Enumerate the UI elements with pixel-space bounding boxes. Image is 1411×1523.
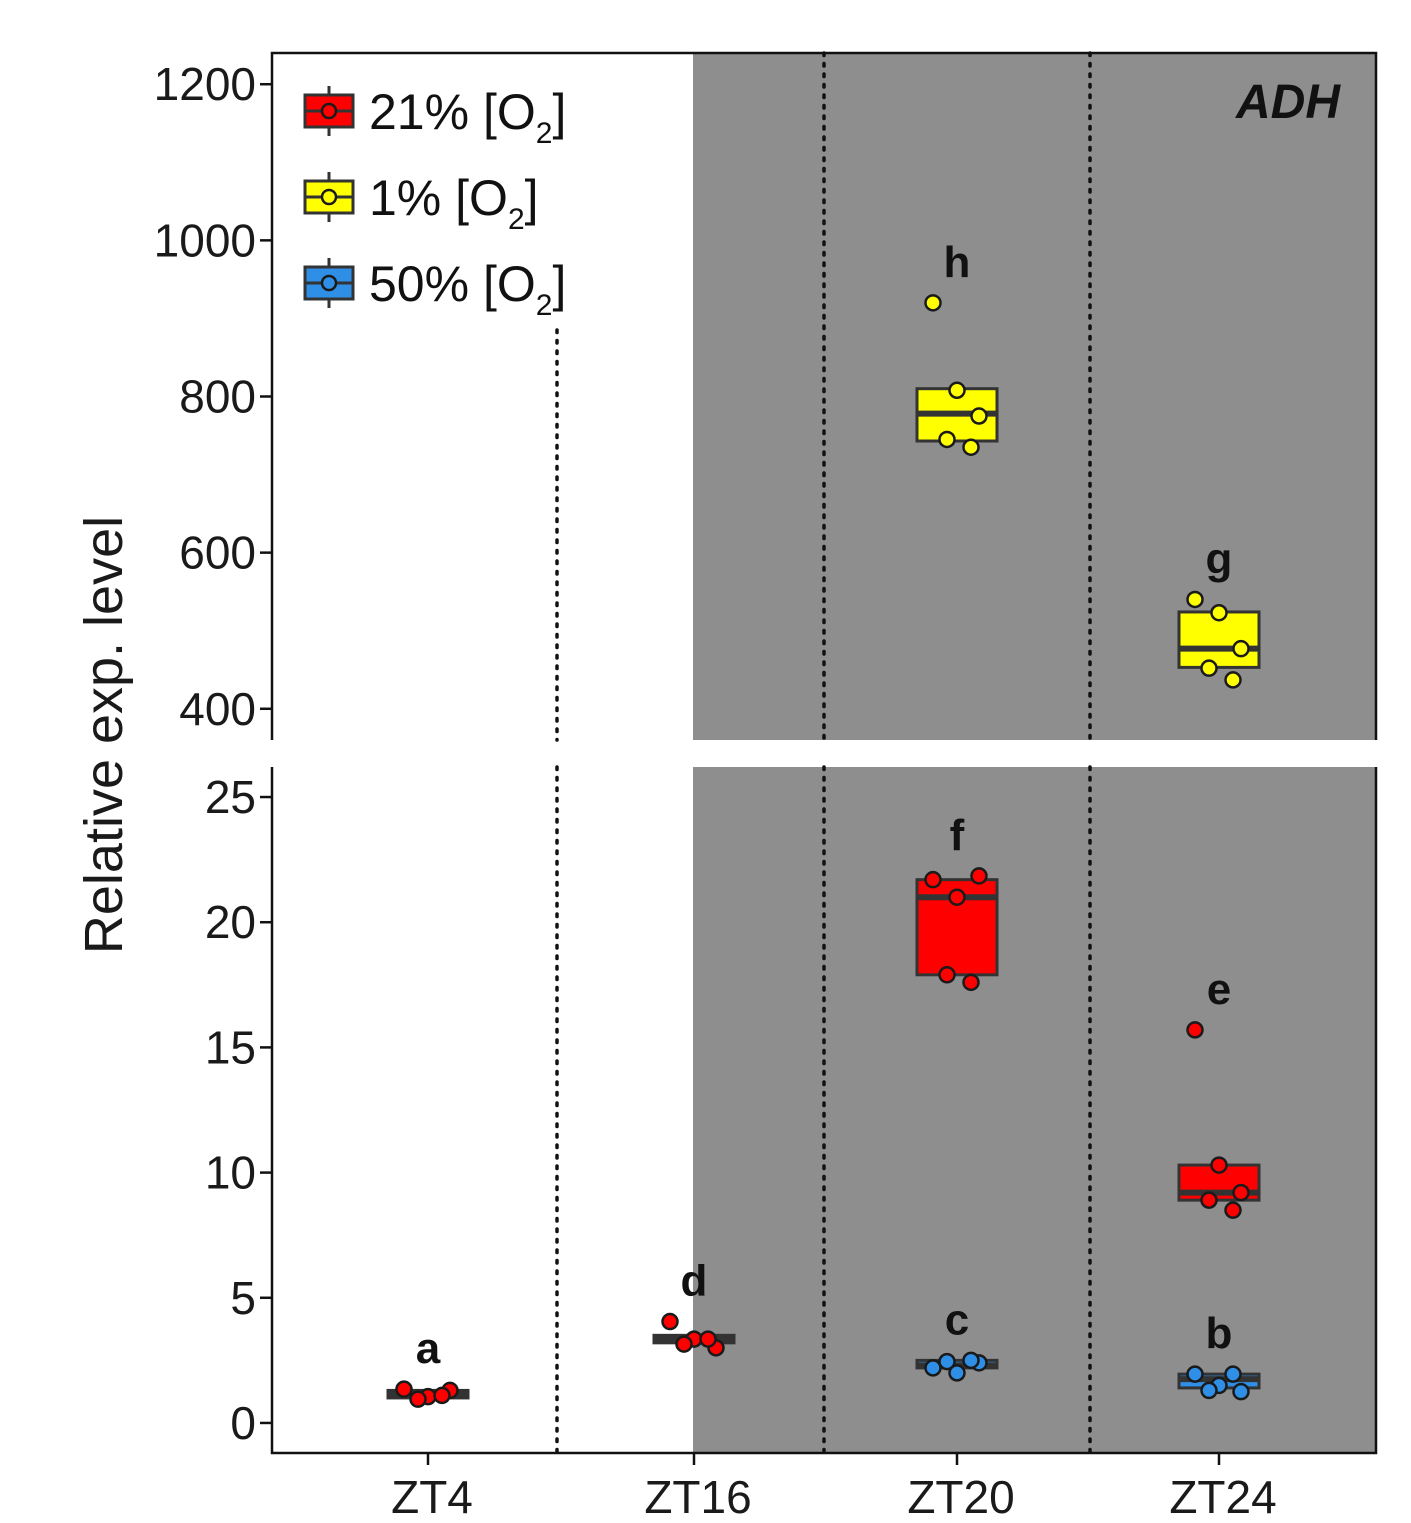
data-point [675,1335,693,1353]
data-point [938,1352,956,1371]
data-point [938,430,956,449]
data-point [1200,1191,1218,1209]
legend-label: 1% [O2] [369,170,539,236]
data-point [938,966,956,984]
gene-label: ADH [1235,76,1341,129]
y-tick-label: 600 [179,527,256,579]
x-tick-label: ZT20 [907,1471,1014,1523]
data-point [948,381,966,400]
legend-point [320,102,338,120]
data-point [1210,603,1228,622]
y-tick-label: 400 [179,683,256,735]
significance-letter: c [945,1295,969,1344]
y-tick-label: 25 [205,771,256,823]
data-point [962,1351,980,1370]
legend-label: 50% [O2] [369,256,566,322]
data-point [970,867,988,885]
significance-letter: f [950,811,965,860]
upper-panel: 400 600 800 1000 1200 h g [154,51,1378,742]
x-tick-label: ZT24 [1169,1471,1276,1523]
data-point [970,407,988,425]
data-point [962,973,980,992]
data-point [924,294,942,312]
data-point [1232,639,1250,658]
data-point [924,870,942,889]
legend-label-close: ] [525,170,539,226]
significance-letter: e [1207,965,1231,1014]
panel-frame [270,767,1378,1455]
x-tick-label: ZT4 [391,1471,473,1523]
x-tick-label: ZT16 [644,1471,751,1523]
data-point [948,888,966,906]
legend-label-close: ] [552,84,566,140]
significance-letter: h [944,238,971,287]
y-tick-label: 1000 [154,214,256,266]
significance-letter: b [1206,1309,1233,1358]
data-point [699,1330,717,1348]
legend-label: 21% [O2] [369,84,566,150]
data-point [661,1312,679,1331]
lower-panel: 0 5 10 15 20 25 a d f e c b [205,765,1378,1455]
legend-label-text: 50% [O [369,256,536,312]
y-tick-label: 20 [205,896,256,948]
significance-letter: a [416,1324,441,1373]
data-point [1186,590,1204,609]
legend-label-subscript: 2 [536,289,553,322]
y-tick-label: 0 [230,1397,256,1449]
legend-point [320,274,338,292]
significance-letter: g [1206,534,1233,583]
data-point [1186,1021,1204,1039]
data-point [409,1390,427,1408]
legend-label-subscript: 2 [508,203,525,236]
legend-label-text: 21% [O [369,84,536,140]
legend-label-subscript: 2 [536,117,553,150]
data-point [924,1359,942,1377]
y-tick-label: 15 [205,1021,256,1073]
legend-point [320,188,338,206]
data-point [1224,1201,1242,1219]
y-tick-label: 10 [205,1147,256,1199]
significance-letter: d [681,1257,708,1306]
legend: 21% [O2] 1% [O2]50% [O2] [303,84,566,322]
data-point [1200,659,1218,677]
data-point [433,1386,451,1405]
legend-label-close: ] [552,256,566,312]
data-point [1232,1183,1250,1202]
data-point [1224,1365,1242,1383]
x-axis: ZT4 ZT16 ZT20 ZT24 [391,1453,1277,1523]
data-point [948,1364,966,1382]
dark-period-shade [693,767,1376,1453]
data-point [395,1380,413,1398]
y-tick-label: 5 [230,1272,256,1324]
data-point [1200,1381,1218,1400]
data-point [1210,1156,1228,1174]
data-point [1232,1382,1250,1401]
data-point [962,438,980,456]
y-tick-label: 1200 [154,58,256,110]
legend-label-text: 1% [O [369,170,508,226]
dark-period-shade [693,53,1376,740]
data-point [1224,671,1242,689]
data-point [1186,1365,1204,1383]
y-tick-label: 800 [179,371,256,423]
y-axis-title: Relative exp. level [74,516,134,954]
